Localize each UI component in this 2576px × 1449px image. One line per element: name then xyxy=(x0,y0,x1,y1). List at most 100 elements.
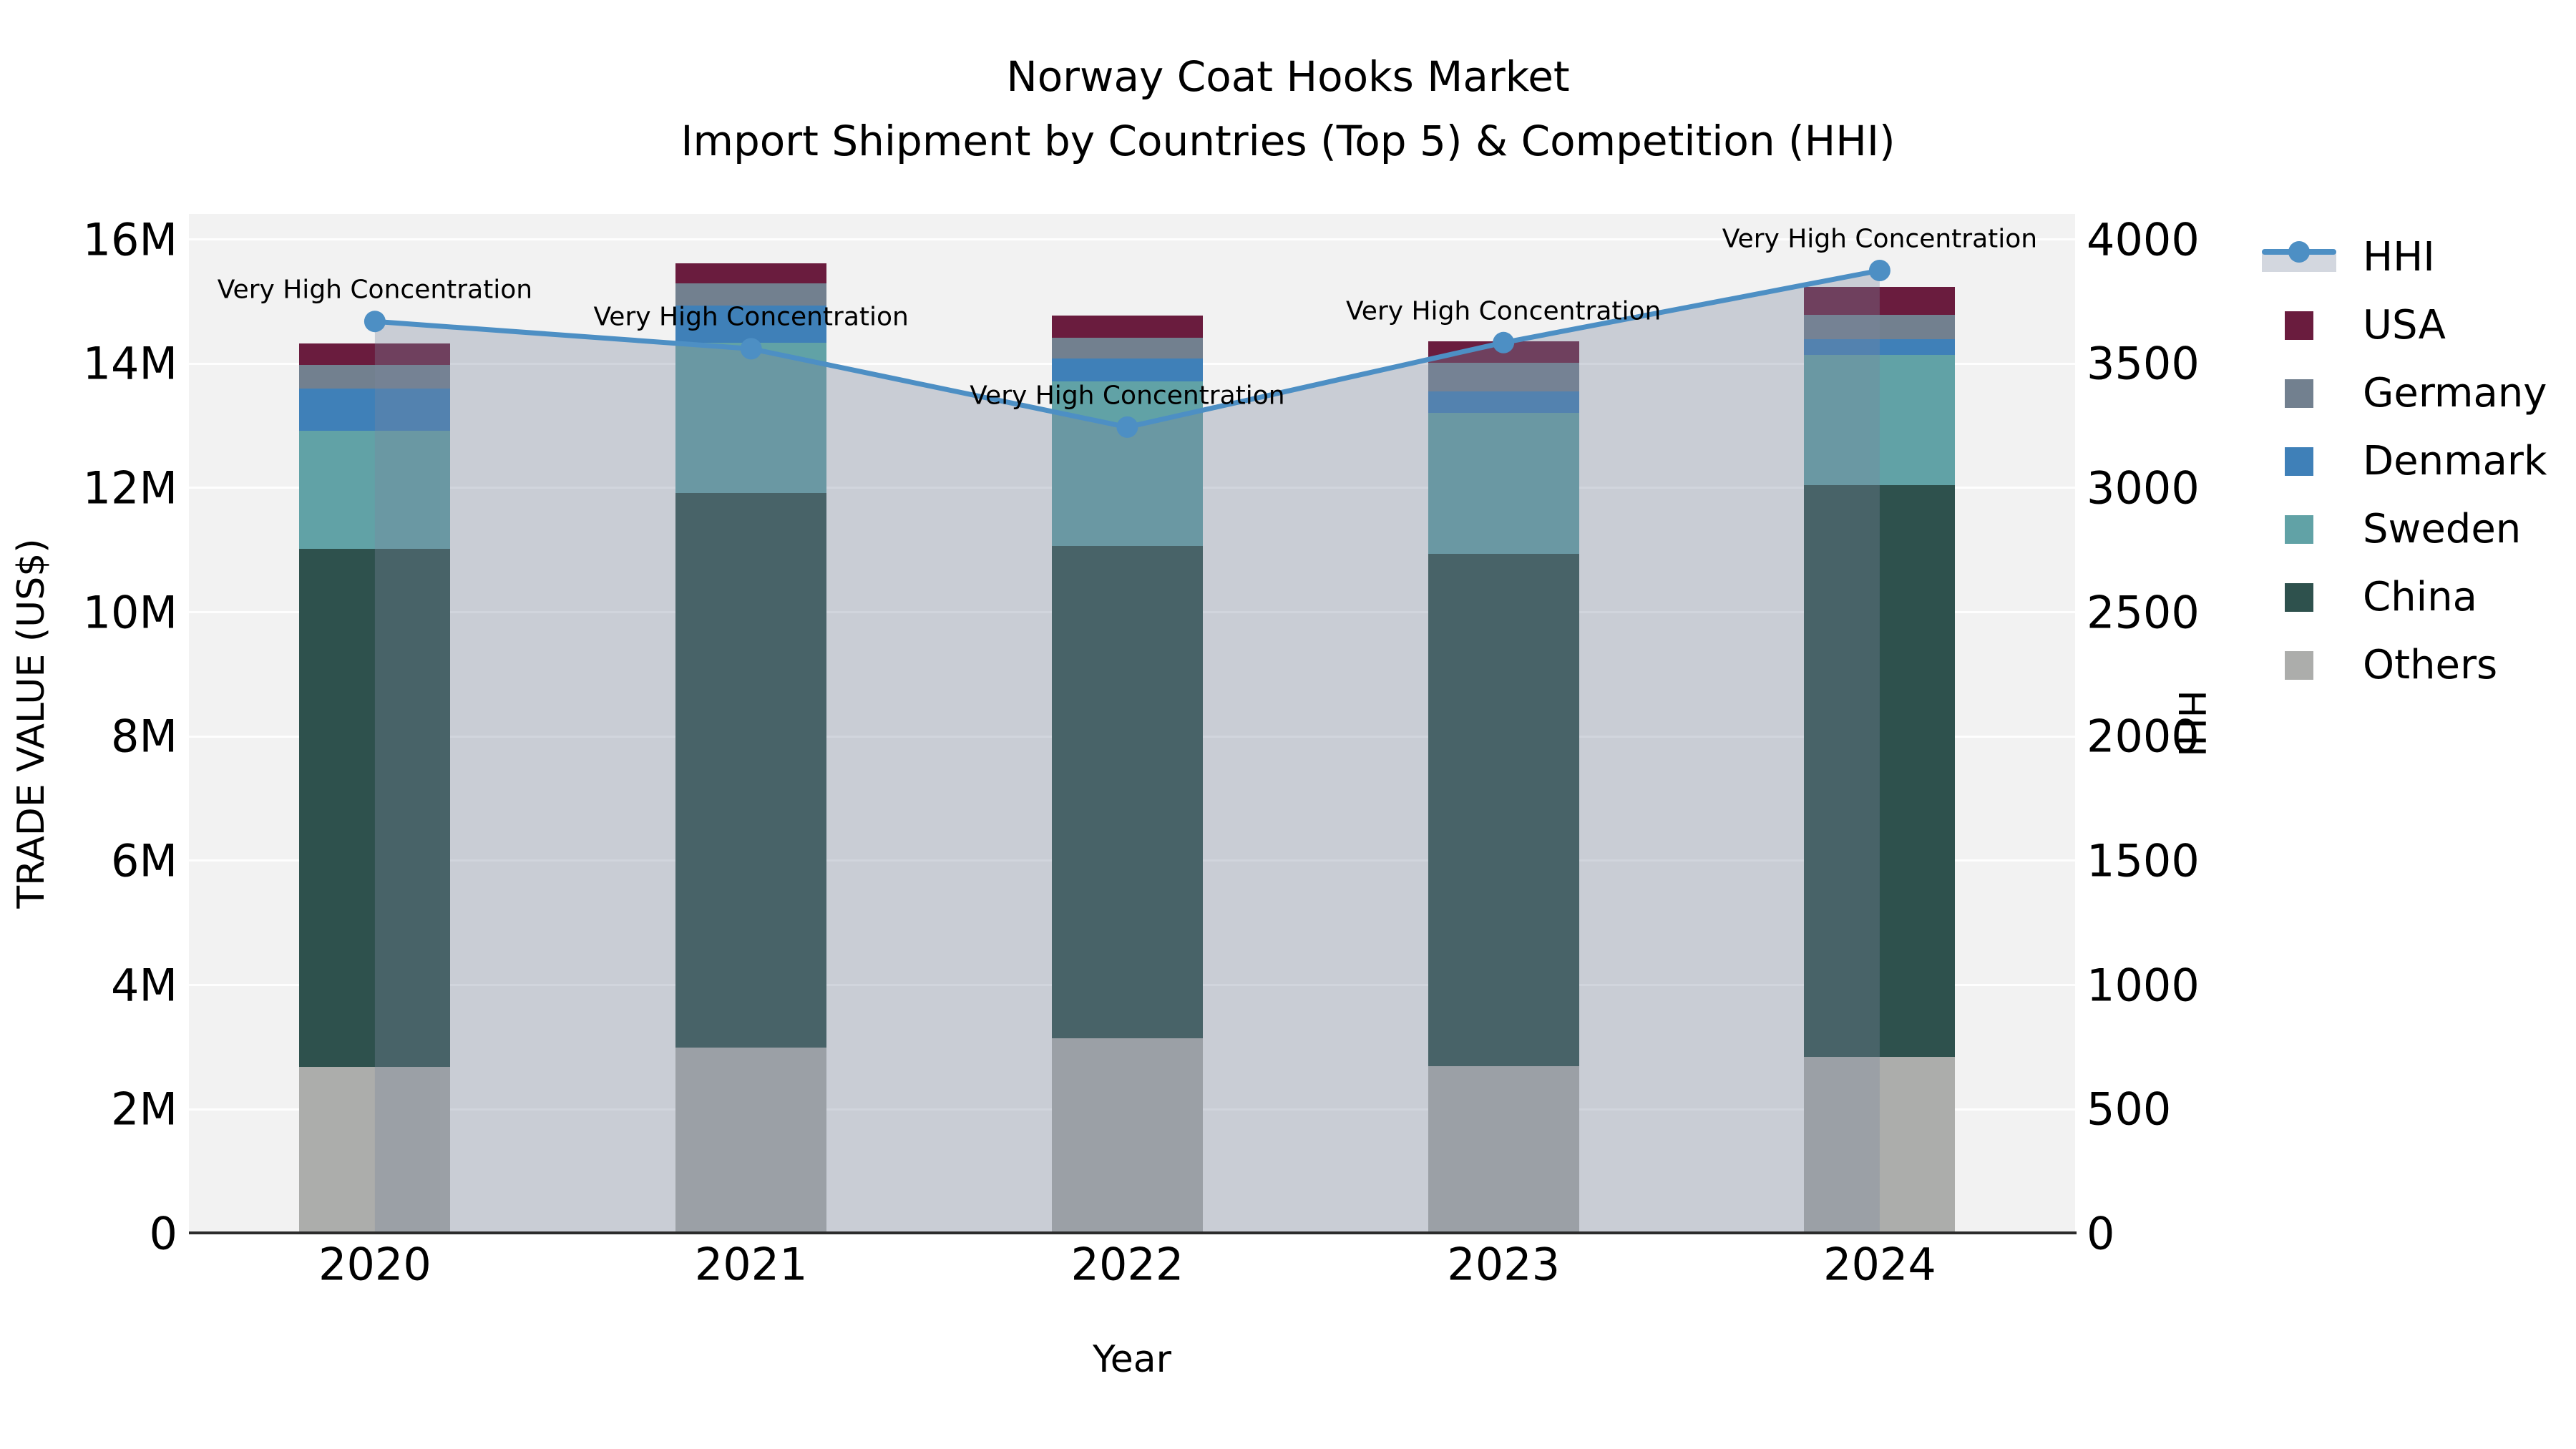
legend-label-usa: USA xyxy=(2363,302,2446,348)
legend-label-china: China xyxy=(2363,574,2477,620)
bar-segment-sweden-2021 xyxy=(675,342,827,493)
bar-2022 xyxy=(1051,315,1203,1234)
legend-label-sweden: Sweden xyxy=(2363,506,2522,552)
bar-segment-sweden-2020 xyxy=(299,431,451,550)
bar-segment-others-2024 xyxy=(1804,1057,1956,1234)
bar-2023 xyxy=(1428,341,1579,1234)
annotation-2021: Very High Concentration xyxy=(593,302,909,332)
y-left-tick-8M: 8M xyxy=(111,710,177,763)
y-right-tick-3500: 3500 xyxy=(2087,337,2200,390)
legend-item-hhi: HHI xyxy=(2260,223,2547,291)
bar-segment-usa-2021 xyxy=(675,263,827,284)
legend-label-germany: Germany xyxy=(2363,370,2547,416)
bar-segment-usa-2020 xyxy=(299,343,451,366)
bar-segment-sweden-2023 xyxy=(1428,412,1579,555)
bar-segment-sweden-2024 xyxy=(1804,355,1956,485)
y-right-tick-4000: 4000 xyxy=(2087,213,2200,266)
bar-segment-denmark-2021 xyxy=(675,305,827,343)
y-left-tick-0: 0 xyxy=(149,1207,177,1260)
denmark-color-swatch xyxy=(2285,447,2313,476)
bar-segment-usa-2024 xyxy=(1804,286,1956,315)
x-tick-2022: 2022 xyxy=(1070,1238,1184,1291)
legend-item-usa: USA xyxy=(2260,291,2547,359)
bar-segment-denmark-2020 xyxy=(299,389,451,431)
hhi-marker-2022 xyxy=(1116,416,1138,438)
annotation-2023: Very High Concentration xyxy=(1345,296,1662,326)
hhi-marker-swatch xyxy=(2288,240,2310,263)
legend-label-hhi: HHI xyxy=(2363,234,2435,280)
y-right-tick-1000: 1000 xyxy=(2087,959,2200,1012)
hhi-line-layer xyxy=(364,260,1890,1234)
x-tick-2024: 2024 xyxy=(1823,1238,1936,1291)
hhi-area-fill xyxy=(374,270,1880,1234)
bar-2024 xyxy=(1804,286,1956,1234)
y-axis-right-title: HHI xyxy=(2170,690,2212,757)
chart-title-line2: Import Shipment by Countries (Top 5) & C… xyxy=(680,117,1896,165)
bar-segment-china-2024 xyxy=(1804,484,1956,1058)
bar-segment-germany-2023 xyxy=(1428,363,1579,392)
bar-segment-germany-2020 xyxy=(299,365,451,389)
y-right-tick-3000: 3000 xyxy=(2087,462,2200,514)
annotation-2020: Very High Concentration xyxy=(217,275,533,305)
y-left-tick-2M: 2M xyxy=(111,1083,177,1136)
legend-item-germany: Germany xyxy=(2260,359,2547,427)
annotation-2022: Very High Concentration xyxy=(970,381,1285,411)
legend-label-denmark: Denmark xyxy=(2363,438,2547,484)
bar-segment-germany-2024 xyxy=(1804,314,1956,339)
y-left-tick-16M: 16M xyxy=(82,213,177,266)
bar-segment-china-2022 xyxy=(1051,545,1203,1039)
plot-area: Very High Concentration Very High Concent… xyxy=(189,214,2075,1234)
sweden-color-swatch xyxy=(2285,514,2313,544)
gridline-16M xyxy=(189,238,2075,241)
bar-segment-others-2021 xyxy=(675,1048,827,1234)
usa-color-swatch xyxy=(2285,311,2313,340)
bar-segment-germany-2021 xyxy=(675,283,827,306)
legend-item-others: Others xyxy=(2260,631,2547,699)
y-right-tick-0: 0 xyxy=(2087,1207,2115,1260)
bar-segment-usa-2022 xyxy=(1051,315,1203,338)
bar-2020 xyxy=(299,343,451,1234)
bar-segment-germany-2022 xyxy=(1051,337,1203,358)
y-right-tick-500: 500 xyxy=(2087,1083,2172,1136)
x-axis-title: Year xyxy=(1092,1338,1172,1381)
legend-label-others: Others xyxy=(2363,642,2498,688)
others-color-swatch xyxy=(2285,650,2313,680)
hhi-marker-2024 xyxy=(1868,260,1890,281)
bar-segment-denmark-2023 xyxy=(1428,391,1579,413)
y-right-tick-2000: 2000 xyxy=(2087,710,2200,763)
chart-title-line1: Norway Coat Hooks Market xyxy=(1006,52,1570,101)
bar-segment-china-2020 xyxy=(299,549,451,1068)
germany-color-swatch xyxy=(2285,379,2313,408)
bar-segment-others-2020 xyxy=(299,1067,451,1234)
bar-segment-china-2021 xyxy=(675,492,827,1048)
annotation-2024: Very High Concentration xyxy=(1722,224,2038,254)
x-tick-2020: 2020 xyxy=(318,1238,431,1291)
hhi-marker-2023 xyxy=(1493,331,1515,353)
legend-item-denmark: Denmark xyxy=(2260,427,2547,495)
hhi-legend-swatch xyxy=(2262,240,2336,272)
bar-segment-china-2023 xyxy=(1428,554,1579,1066)
bar-segment-denmark-2022 xyxy=(1051,358,1203,382)
y-axis-left-title: TRADE VALUE (US$) xyxy=(10,538,53,909)
china-color-swatch xyxy=(2285,582,2313,612)
y-left-tick-10M: 10M xyxy=(82,586,177,639)
bar-segment-others-2023 xyxy=(1428,1065,1579,1234)
legend-item-sweden: Sweden xyxy=(2260,495,2547,563)
x-tick-2021: 2021 xyxy=(694,1238,808,1291)
y-right-tick-2500: 2500 xyxy=(2087,586,2200,639)
x-axis-spine xyxy=(189,1231,2077,1234)
y-left-tick-14M: 14M xyxy=(82,337,177,390)
bar-2021 xyxy=(675,263,827,1234)
y-left-tick-12M: 12M xyxy=(82,462,177,514)
y-right-tick-1500: 1500 xyxy=(2087,834,2200,887)
hhi-marker-2021 xyxy=(740,338,762,360)
x-tick-2023: 2023 xyxy=(1447,1238,1561,1291)
legend-item-china: China xyxy=(2260,563,2547,631)
y-left-tick-6M: 6M xyxy=(111,834,177,887)
hhi-marker-2020 xyxy=(364,311,386,333)
legend: HHI USA Germany Denmark Sweden China Others xyxy=(2260,223,2547,699)
bar-segment-others-2022 xyxy=(1051,1038,1203,1234)
bar-segment-denmark-2024 xyxy=(1804,338,1956,356)
bar-segment-sweden-2022 xyxy=(1051,381,1203,546)
